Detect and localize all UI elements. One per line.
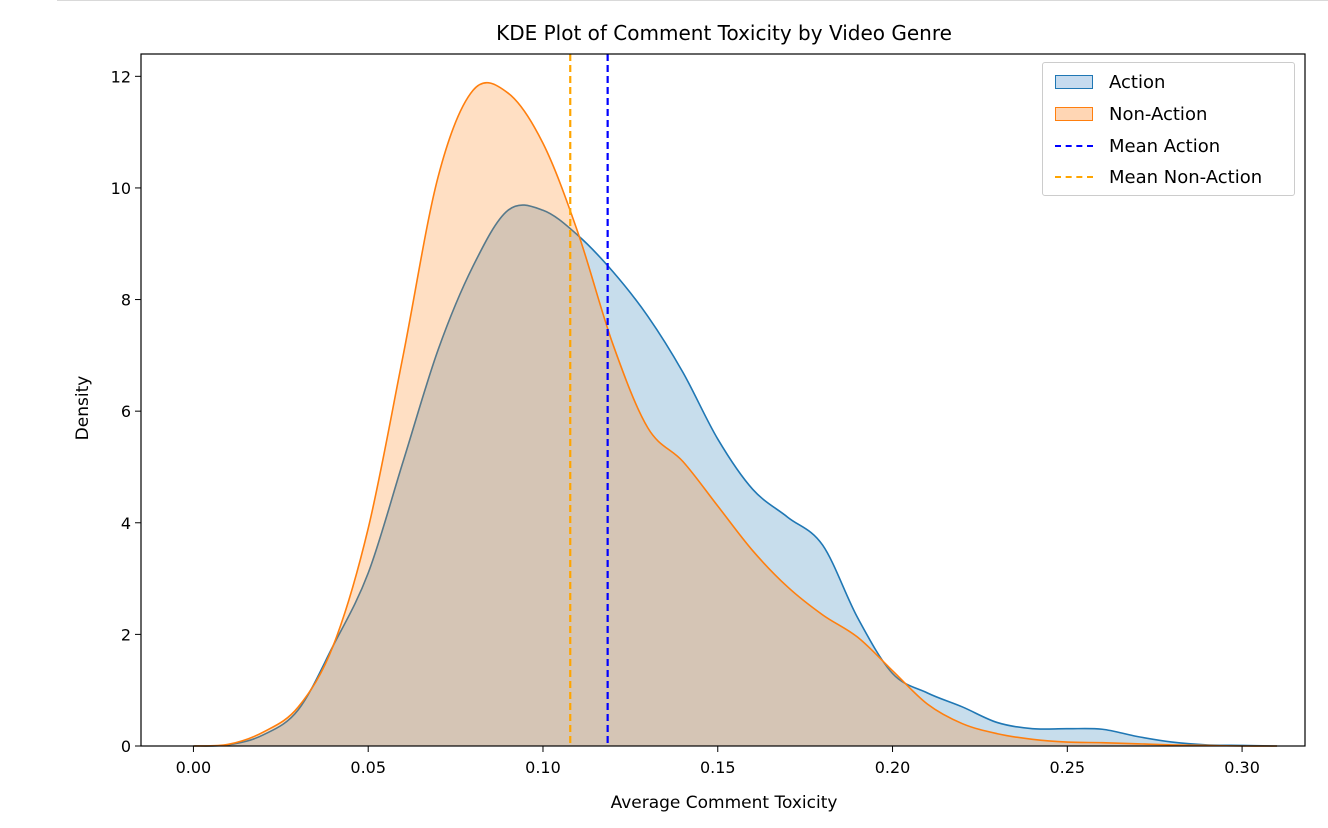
- legend-label-mean-non-action: Mean Non-Action: [1109, 166, 1263, 188]
- y-tick-label: 4: [121, 514, 131, 533]
- legend-line-mean-action: [1055, 145, 1093, 147]
- y-tick-label: 8: [121, 291, 131, 310]
- legend-item-mean-action: Mean Action: [1055, 133, 1220, 159]
- legend-swatch-action: [1055, 75, 1093, 89]
- x-axis-label: Average Comment Toxicity: [611, 793, 838, 813]
- legend-item-non-action: Non-Action: [1055, 101, 1207, 127]
- legend-item-mean-non-action: Mean Non-Action: [1055, 164, 1262, 190]
- plot-frame: [140, 53, 1306, 747]
- legend-label-action: Action: [1109, 71, 1166, 93]
- plot-area: [140, 53, 1306, 747]
- x-axis: 0.00 0.05 0.10 0.15 0.20 0.25 0.30: [176, 746, 1260, 777]
- top-border: [57, 0, 1328, 1]
- x-tick-label: 0.20: [875, 758, 911, 777]
- legend-item-action: Action: [1055, 69, 1165, 95]
- legend-label-non-action: Non-Action: [1109, 103, 1208, 125]
- y-tick-label: 10: [111, 179, 131, 198]
- series-fill-action: [193, 205, 1278, 747]
- x-tick-label: 0.00: [176, 758, 212, 777]
- y-tick-label: 6: [121, 402, 131, 421]
- legend: Action Non-Action Mean Action Mean Non-A…: [1042, 62, 1295, 196]
- y-tick-label: 2: [121, 625, 131, 644]
- series-line-non-action: [193, 81, 1278, 747]
- x-tick-label: 0.30: [1224, 758, 1260, 777]
- y-tick-label: 12: [111, 67, 131, 86]
- y-axis: 0 2 4 6 8 10 12: [111, 67, 141, 756]
- x-tick-label: 0.15: [700, 758, 736, 777]
- x-tick-label: 0.10: [525, 758, 561, 777]
- chart-title: KDE Plot of Comment Toxicity by Video Ge…: [496, 21, 952, 45]
- y-tick-label: 0: [121, 737, 131, 756]
- series-line-action: [193, 204, 1278, 747]
- legend-swatch-non-action: [1055, 107, 1093, 121]
- x-tick-label: 0.05: [350, 758, 386, 777]
- x-tick-label: 0.25: [1049, 758, 1085, 777]
- legend-label-mean-action: Mean Action: [1109, 135, 1221, 157]
- y-axis-label: Density: [73, 376, 93, 441]
- legend-line-mean-non-action: [1055, 176, 1093, 178]
- series-fill-non-action: [193, 82, 1278, 747]
